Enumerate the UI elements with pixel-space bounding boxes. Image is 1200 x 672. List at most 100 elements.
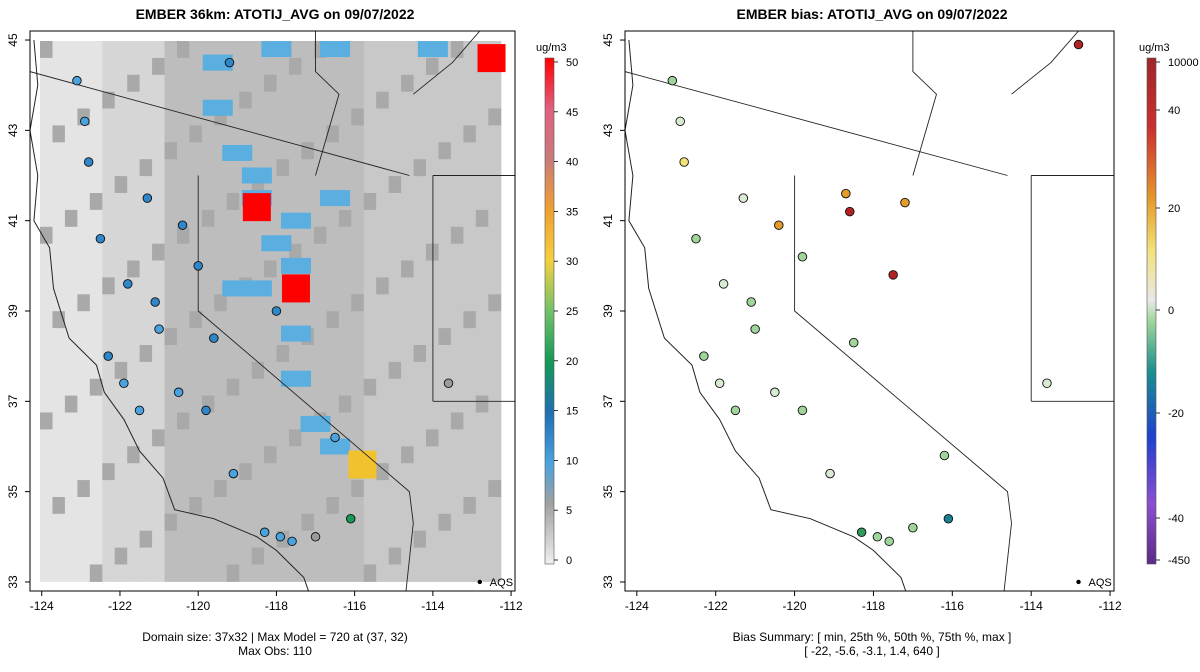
model-cell — [338, 243, 352, 262]
model-cell — [177, 243, 190, 262]
station-marker — [177, 220, 188, 230]
model-cell — [426, 480, 439, 498]
model-cell — [401, 412, 415, 430]
model-cell — [264, 345, 278, 363]
station-marker — [259, 527, 270, 538]
model-cell — [214, 429, 228, 447]
model-cell — [314, 328, 327, 346]
model-cell — [388, 159, 402, 177]
model-cell — [326, 378, 340, 397]
model-cell — [189, 463, 203, 481]
model-cell — [201, 361, 215, 380]
station-marker — [699, 351, 709, 361]
station-marker — [1073, 39, 1084, 50]
model-cell — [77, 91, 91, 110]
model-cell — [102, 446, 116, 464]
model-cell — [363, 91, 377, 110]
model-cell — [276, 311, 290, 329]
model-cell — [77, 193, 91, 211]
model-cell — [114, 209, 128, 228]
model-cell — [64, 108, 78, 126]
model-cell-elevated — [222, 144, 253, 161]
model-cell — [413, 497, 427, 515]
model-cell — [127, 176, 141, 194]
model-cell — [338, 361, 352, 380]
model-cell — [314, 513, 327, 532]
model-cell — [289, 159, 303, 177]
model-cell — [326, 108, 340, 126]
model-cell-hot — [281, 274, 310, 303]
model-cell — [239, 378, 253, 397]
model-cell — [475, 226, 489, 245]
station-marker — [872, 532, 883, 542]
model-cell — [77, 530, 91, 549]
model-cell — [226, 125, 240, 143]
model-cell — [152, 530, 166, 549]
model-cell — [376, 429, 390, 447]
model-cell — [488, 226, 502, 245]
model-cell — [52, 513, 66, 532]
model-cell — [201, 530, 215, 549]
model-cell — [89, 91, 103, 110]
model-cell — [64, 142, 78, 160]
model-cell — [426, 429, 439, 447]
model-cell — [40, 176, 53, 194]
model-cell — [351, 328, 365, 346]
model-cell — [102, 412, 116, 430]
model-cell — [40, 260, 53, 278]
model-cell — [177, 412, 190, 430]
model-cell — [326, 345, 340, 363]
model-cell — [64, 378, 78, 397]
model-cell — [363, 294, 377, 312]
model-cell — [189, 328, 203, 346]
model-cell — [40, 547, 53, 565]
model-cell — [301, 41, 315, 59]
model-cell — [438, 361, 452, 380]
model-cell — [376, 41, 390, 59]
model-cell — [475, 463, 489, 481]
y-tick-label: 37 — [6, 394, 20, 408]
left-colorbar — [544, 57, 555, 565]
model-cell — [450, 463, 464, 481]
model-cell — [450, 564, 464, 582]
map-frame — [624, 30, 1115, 592]
station-marker — [72, 75, 82, 86]
model-cell — [326, 277, 340, 295]
station-marker — [150, 297, 160, 307]
model-cell — [214, 547, 228, 565]
model-cell — [463, 41, 477, 59]
model-cell — [301, 311, 315, 329]
station-marker — [443, 378, 454, 389]
x-tick-label: -112 — [500, 599, 523, 613]
model-cell — [40, 513, 53, 532]
model-cell — [438, 311, 452, 329]
model-cell — [388, 108, 402, 126]
model-cell — [326, 480, 340, 498]
model-cell — [152, 142, 166, 160]
model-cell — [102, 243, 116, 262]
model-cell — [64, 395, 78, 413]
model-cell — [301, 108, 315, 126]
model-cell — [114, 361, 128, 380]
model-cell — [289, 243, 303, 262]
model-cell — [463, 277, 477, 295]
model-cell — [114, 294, 128, 312]
model-cell — [139, 547, 153, 565]
model-cell — [376, 277, 390, 295]
model-cell — [314, 226, 327, 245]
model-cell — [388, 345, 402, 363]
model-cell — [426, 108, 439, 126]
model-cell — [102, 209, 116, 228]
model-cell — [264, 142, 278, 160]
model-cell — [376, 226, 390, 245]
model-cell — [177, 142, 190, 160]
model-cell — [488, 328, 502, 346]
model-cell — [164, 226, 178, 245]
model-cell — [52, 345, 66, 363]
model-cell — [376, 209, 390, 228]
model-cell — [488, 74, 502, 93]
model-cell — [289, 311, 303, 329]
model-cell — [189, 159, 203, 177]
model-cell — [475, 412, 489, 430]
model-cell — [289, 564, 303, 582]
